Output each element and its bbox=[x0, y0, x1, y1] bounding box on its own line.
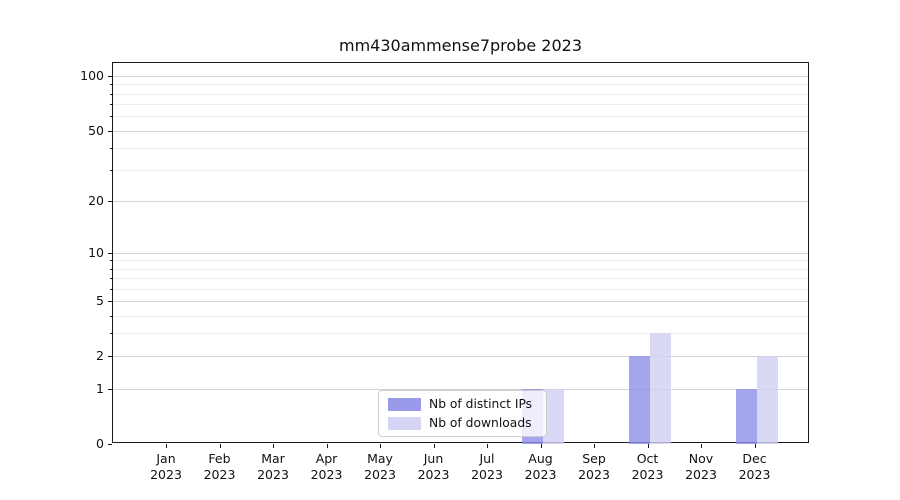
minor-gridline-90 bbox=[113, 84, 808, 86]
x-tick-jan-2023 bbox=[166, 444, 167, 448]
bar-nb-of-downloads-oct-2023 bbox=[649, 333, 671, 444]
y-minor-tick-90 bbox=[110, 84, 112, 86]
bar-nb-of-distinct-ips-dec-2023 bbox=[735, 388, 757, 444]
y-minor-tick-40 bbox=[110, 147, 112, 149]
x-tick-feb-2023 bbox=[219, 444, 221, 448]
y-tick-label-50: 50 bbox=[88, 122, 104, 138]
y-tick-2 bbox=[108, 356, 112, 358]
x-tick-label-mar-2023: Mar 2023 bbox=[257, 451, 289, 482]
minor-gridline-7 bbox=[113, 278, 808, 280]
major-gridline-2 bbox=[113, 356, 808, 358]
x-tick-oct-2023 bbox=[647, 444, 649, 448]
y-tick-label-2: 2 bbox=[96, 348, 104, 364]
x-tick-may-2023 bbox=[380, 444, 381, 448]
minor-gridline-8 bbox=[113, 268, 808, 270]
y-tick-5 bbox=[108, 301, 112, 303]
legend-item-distinct-ips: Nb of distinct IPs bbox=[388, 397, 538, 411]
legend-swatch-distinct-ips bbox=[388, 397, 421, 411]
x-tick-apr-2023 bbox=[326, 444, 328, 448]
x-tick-label-oct-2023: Oct 2023 bbox=[631, 451, 664, 482]
y-minor-tick-7 bbox=[110, 278, 112, 280]
chart-title: mm430ammense7probe 2023 bbox=[338, 36, 582, 55]
major-gridline-100 bbox=[113, 76, 808, 78]
y-tick-20 bbox=[108, 201, 112, 203]
minor-gridline-60 bbox=[113, 116, 808, 118]
y-tick-label-0: 0 bbox=[96, 436, 104, 451]
y-tick-0 bbox=[108, 444, 112, 445]
major-gridline-5 bbox=[113, 301, 808, 303]
x-tick-sep-2023 bbox=[594, 444, 595, 448]
y-minor-tick-30 bbox=[110, 170, 112, 172]
y-tick-label-1: 1 bbox=[96, 380, 104, 396]
y-minor-tick-60 bbox=[110, 116, 112, 118]
legend: Nb of distinct IPs Nb of downloads bbox=[378, 390, 547, 437]
x-tick-label-dec-2023: Dec 2023 bbox=[738, 451, 771, 482]
plot-area: 0 1 2 5 10 20 50 100 Jan 2023 Feb 2023 Mar 2023 Apr 202… bbox=[80, 62, 809, 482]
x-tick-label-jul-2023: Jul 2023 bbox=[471, 451, 503, 482]
y-minor-tick-70 bbox=[110, 104, 112, 106]
legend-label-distinct-ips: Nb of distinct IPs bbox=[429, 397, 533, 411]
x-tick-label-apr-2023: Apr 2023 bbox=[310, 451, 343, 482]
x-tick-mar-2023 bbox=[273, 444, 274, 448]
x-tick-nov-2023 bbox=[701, 444, 702, 448]
minor-gridline-70 bbox=[113, 104, 808, 106]
y-tick-100 bbox=[108, 76, 112, 78]
x-tick-label-nov-2023: Nov 2023 bbox=[685, 451, 717, 482]
legend-item-downloads: Nb of downloads bbox=[388, 416, 538, 430]
y-minor-tick-80 bbox=[110, 93, 112, 95]
major-gridline-50 bbox=[113, 130, 808, 132]
x-tick-label-jan-2023: Jan 2023 bbox=[150, 451, 182, 482]
minor-gridline-4 bbox=[113, 315, 808, 317]
x-tick-jul-2023 bbox=[487, 444, 488, 448]
x-tick-jun-2023 bbox=[433, 444, 435, 448]
x-tick-aug-2023 bbox=[540, 444, 542, 448]
minor-gridline-30 bbox=[113, 170, 808, 172]
major-gridline-10 bbox=[113, 252, 808, 254]
x-tick-label-feb-2023: Feb 2023 bbox=[203, 451, 236, 482]
minor-gridline-80 bbox=[113, 93, 808, 95]
x-tick-label-aug-2023: Aug 2023 bbox=[524, 451, 557, 482]
y-minor-tick-6 bbox=[110, 288, 112, 290]
minor-gridline-6 bbox=[113, 288, 808, 290]
legend-label-downloads: Nb of downloads bbox=[429, 416, 532, 430]
y-tick-label-10: 10 bbox=[88, 244, 104, 260]
x-tick-label-sep-2023: Sep 2023 bbox=[578, 451, 610, 482]
y-minor-tick-4 bbox=[110, 315, 112, 317]
bar-nb-of-downloads-dec-2023 bbox=[756, 356, 778, 444]
minor-gridline-3 bbox=[113, 333, 808, 335]
y-minor-tick-8 bbox=[110, 268, 112, 270]
y-tick-label-20: 20 bbox=[88, 193, 104, 209]
y-tick-1 bbox=[108, 388, 112, 390]
bar-nb-of-distinct-ips-oct-2023 bbox=[628, 356, 650, 444]
x-tick-dec-2023 bbox=[754, 444, 756, 448]
x-tick-label-may-2023: May 2023 bbox=[364, 451, 396, 482]
x-tick-label-jun-2023: Jun 2023 bbox=[417, 451, 450, 482]
y-minor-tick-3 bbox=[110, 333, 112, 335]
y-minor-tick-9 bbox=[110, 260, 112, 262]
bar-nb-of-downloads-aug-2023 bbox=[542, 388, 564, 444]
minor-gridline-40 bbox=[113, 147, 808, 149]
y-tick-50 bbox=[108, 130, 112, 132]
y-tick-label-100: 100 bbox=[80, 68, 104, 84]
y-tick-10 bbox=[108, 252, 112, 254]
minor-gridline-9 bbox=[113, 260, 808, 262]
legend-swatch-downloads bbox=[388, 416, 421, 430]
major-gridline-20 bbox=[113, 201, 808, 203]
y-tick-label-5: 5 bbox=[96, 293, 104, 309]
major-gridline-1 bbox=[113, 388, 808, 390]
